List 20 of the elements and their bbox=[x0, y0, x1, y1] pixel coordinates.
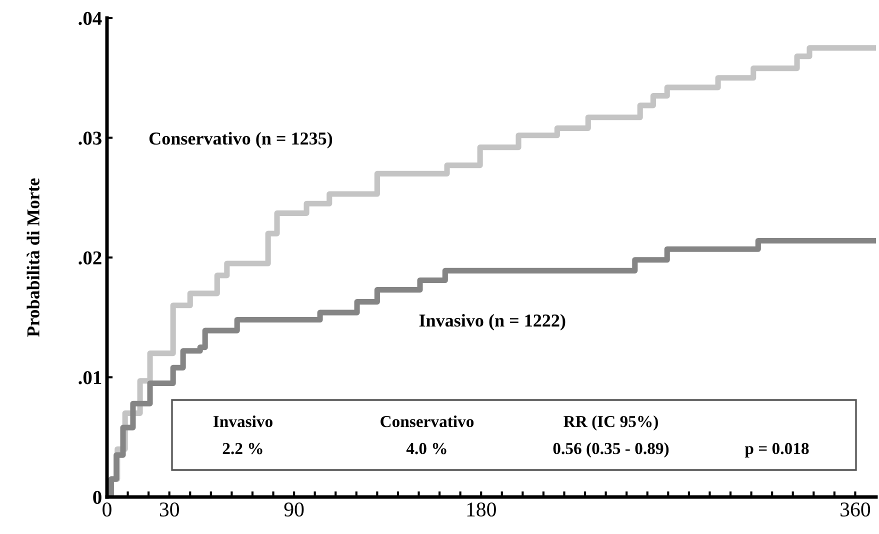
series-label: Invasivo (n = 1222) bbox=[419, 314, 566, 330]
x-tick-label: 360 bbox=[840, 502, 870, 517]
annotation: 0.56 (0.35 - 0.89) bbox=[553, 442, 669, 458]
annotation: RR (IC 95%) bbox=[564, 415, 658, 431]
annotation: Invasivo bbox=[213, 415, 272, 428]
x-tick-label: 30 bbox=[160, 502, 179, 517]
annotation: p = 0.018 bbox=[744, 442, 809, 458]
y-tick-label: .03 bbox=[78, 132, 102, 145]
annotation: 4.0 % bbox=[406, 442, 446, 454]
x-tick-label: 180 bbox=[467, 502, 496, 517]
y-tick-label: 0 bbox=[93, 490, 102, 504]
y-tick-label: .02 bbox=[78, 251, 102, 265]
annotation: 2.2 % bbox=[222, 442, 262, 454]
x-tick-label: 0 bbox=[102, 502, 112, 517]
y-tick-label: .01 bbox=[78, 371, 102, 384]
y-axis-title: Probabilità di Morte bbox=[26, 178, 40, 337]
text: Conservativo (n = 1235) bbox=[149, 132, 332, 148]
annotation: Conservativo bbox=[380, 415, 474, 428]
y-tick-label: .04 bbox=[78, 12, 102, 26]
x-tick-label: 90 bbox=[284, 502, 304, 517]
